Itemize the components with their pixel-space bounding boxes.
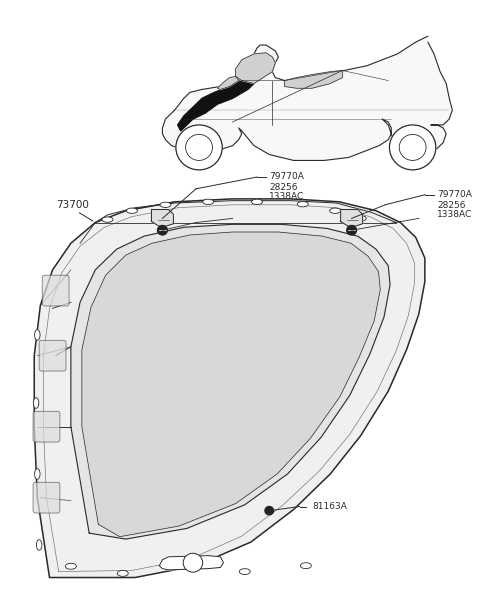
Text: 28256: 28256: [269, 183, 298, 192]
Ellipse shape: [117, 570, 128, 576]
Polygon shape: [71, 224, 390, 539]
Polygon shape: [34, 199, 425, 578]
Ellipse shape: [36, 540, 42, 550]
Ellipse shape: [33, 398, 39, 409]
Circle shape: [183, 553, 203, 572]
Circle shape: [389, 125, 436, 170]
FancyBboxPatch shape: [42, 275, 69, 306]
Ellipse shape: [35, 468, 40, 479]
Ellipse shape: [160, 202, 171, 208]
Ellipse shape: [203, 199, 214, 205]
Text: 1338AC: 1338AC: [269, 192, 304, 201]
Circle shape: [176, 125, 222, 170]
Ellipse shape: [65, 563, 76, 569]
Polygon shape: [151, 209, 173, 226]
Text: 73700: 73700: [56, 200, 88, 210]
Polygon shape: [285, 71, 342, 88]
Text: 28256: 28256: [437, 201, 466, 210]
Text: 1338AC: 1338AC: [437, 210, 472, 219]
Polygon shape: [178, 78, 254, 131]
Circle shape: [157, 225, 168, 235]
Text: 1129EY: 1129EY: [168, 220, 203, 229]
FancyBboxPatch shape: [33, 482, 60, 513]
FancyBboxPatch shape: [33, 412, 60, 442]
Text: 79770A: 79770A: [269, 173, 304, 181]
Ellipse shape: [240, 569, 250, 575]
Ellipse shape: [102, 217, 113, 222]
Text: 79770A: 79770A: [437, 190, 472, 199]
Polygon shape: [341, 209, 362, 226]
Polygon shape: [236, 53, 276, 84]
Text: 1129EY: 1129EY: [312, 221, 346, 230]
Ellipse shape: [35, 330, 40, 340]
Ellipse shape: [297, 202, 308, 207]
Polygon shape: [159, 556, 224, 570]
Ellipse shape: [300, 563, 312, 569]
Ellipse shape: [355, 216, 366, 221]
Polygon shape: [82, 232, 380, 537]
Circle shape: [347, 225, 357, 235]
Text: 81163A: 81163A: [312, 502, 347, 511]
Ellipse shape: [252, 199, 263, 205]
Ellipse shape: [330, 208, 341, 213]
Ellipse shape: [126, 208, 137, 213]
FancyBboxPatch shape: [39, 340, 66, 371]
Circle shape: [265, 506, 274, 515]
Polygon shape: [162, 36, 452, 161]
Polygon shape: [217, 76, 239, 90]
